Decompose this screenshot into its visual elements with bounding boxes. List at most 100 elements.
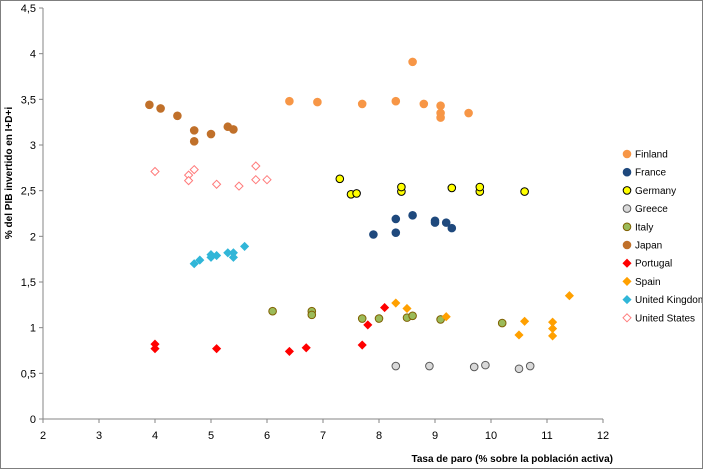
data-point-portugal xyxy=(363,320,373,330)
x-tick-label: 11 xyxy=(541,430,552,442)
data-point-france xyxy=(408,211,417,220)
data-point-greece xyxy=(514,364,524,374)
data-point-portugal xyxy=(357,340,367,350)
legend-label-united-kingdom: United Kingdom xyxy=(635,295,702,306)
data-point-france xyxy=(391,228,401,237)
legend-label-greece: Greece xyxy=(635,204,668,215)
legend-marker-spain xyxy=(622,276,632,286)
data-point-france xyxy=(447,223,457,233)
x-tick-label: 2 xyxy=(40,430,46,442)
data-point-united-states xyxy=(150,166,160,177)
legend-label-finland: Finland xyxy=(635,150,668,161)
data-point-japan xyxy=(189,126,199,135)
data-point-japan xyxy=(206,129,216,139)
y-axis-title: % del PIB invertido en I+D+i xyxy=(4,107,15,239)
data-point-united-states xyxy=(183,175,194,186)
data-point-greece xyxy=(391,361,401,371)
data-point-germany xyxy=(475,182,485,192)
x-tick-label: 7 xyxy=(320,430,326,442)
x-tick-label: 9 xyxy=(432,430,438,442)
x-axis-title: Tasa de paro (% sobre la población activ… xyxy=(411,454,613,465)
data-point-portugal xyxy=(212,344,222,354)
data-point-spain xyxy=(514,330,524,340)
x-tick-label: 3 xyxy=(96,430,102,442)
legend-label-portugal: Portugal xyxy=(635,259,672,270)
axes: 0 0,5 1 1,5 2 2,5 3 3,5 4 4,5 2 3 4 5 6 7 8 9 10 11 12 Tasa d… xyxy=(4,3,613,465)
legend-label-italy: Italy xyxy=(635,222,653,233)
data-point-finland xyxy=(464,108,473,118)
data-point-united-kingdom xyxy=(189,259,199,269)
legend-marker-italy xyxy=(622,222,632,232)
legend-marker-united-kingdom xyxy=(622,295,632,305)
y-tick-label: 0,5 xyxy=(21,368,36,380)
data-point-united-states xyxy=(251,174,261,185)
data-point-france xyxy=(441,218,451,227)
data-point-spain xyxy=(402,303,412,314)
data-point-portugal xyxy=(150,344,160,354)
data-point-united-states xyxy=(211,179,222,189)
y-tick-label: 3 xyxy=(30,140,36,152)
y-tick-label: 2 xyxy=(30,231,36,243)
legend-marker-japan xyxy=(622,240,632,250)
data-point-japan xyxy=(145,100,154,110)
data-point-france xyxy=(369,230,378,239)
data-point-finland xyxy=(419,99,429,109)
data-point-germany xyxy=(352,189,361,198)
legend-marker-united-states xyxy=(622,313,632,323)
data-point-greece xyxy=(481,360,490,370)
data-point-united-kingdom xyxy=(228,252,238,262)
legend-marker-greece xyxy=(622,204,632,213)
data-point-spain xyxy=(391,298,401,308)
data-point-greece xyxy=(525,361,535,371)
data-point-united-kingdom xyxy=(240,241,250,251)
x-tick-label: 12 xyxy=(597,430,609,442)
data-point-united-states xyxy=(262,174,272,185)
data-point-united-states xyxy=(189,164,199,175)
data-point-italy xyxy=(374,314,384,323)
data-point-united-states xyxy=(234,181,244,191)
data-point-japan xyxy=(156,104,165,113)
data-point-germany xyxy=(335,174,345,184)
data-point-finland xyxy=(408,57,417,67)
y-tick-label: 4,5 xyxy=(21,3,36,15)
data-point-italy xyxy=(268,306,277,316)
data-point-germany xyxy=(397,182,406,192)
data-point-germany xyxy=(447,183,457,193)
data-point-japan xyxy=(189,137,199,146)
data-point-greece xyxy=(425,361,434,371)
data-point-france xyxy=(430,218,440,227)
x-tick-label: 10 xyxy=(485,430,497,442)
data-point-italy xyxy=(497,318,507,328)
legend: Finland France Germany Greece Italy Japan Port… xyxy=(622,149,702,324)
data-point-united-kingdom xyxy=(195,255,205,265)
data-point-finland xyxy=(357,99,367,109)
data-points xyxy=(145,57,574,374)
y-tick-label: 1 xyxy=(30,323,36,335)
data-point-japan xyxy=(229,125,238,134)
x-tick-label: 8 xyxy=(376,430,382,442)
legend-marker-portugal xyxy=(622,258,632,268)
data-point-italy xyxy=(357,314,367,323)
legend-label-japan: Japan xyxy=(635,241,662,252)
legend-marker-finland xyxy=(622,149,632,159)
x-tick-label: 5 xyxy=(208,430,214,442)
y-tick-label: 2,5 xyxy=(21,186,36,198)
data-point-greece xyxy=(469,362,479,372)
legend-label-united-states: United States xyxy=(635,313,695,324)
data-point-italy xyxy=(307,310,317,320)
data-point-united-states xyxy=(251,161,261,171)
y-tick-label: 4 xyxy=(30,49,36,61)
x-tick-label: 4 xyxy=(152,430,158,442)
data-point-finland xyxy=(436,113,445,122)
data-point-spain xyxy=(441,312,451,322)
data-point-finland xyxy=(436,101,445,111)
x-tick-label: 6 xyxy=(264,430,270,442)
data-point-united-kingdom xyxy=(206,250,216,260)
data-point-spain xyxy=(548,331,558,341)
y-tick-label: 0 xyxy=(30,414,36,426)
data-point-spain xyxy=(564,291,574,301)
data-point-germany xyxy=(520,187,529,196)
data-point-finland xyxy=(313,97,322,107)
legend-label-france: France xyxy=(635,168,667,179)
